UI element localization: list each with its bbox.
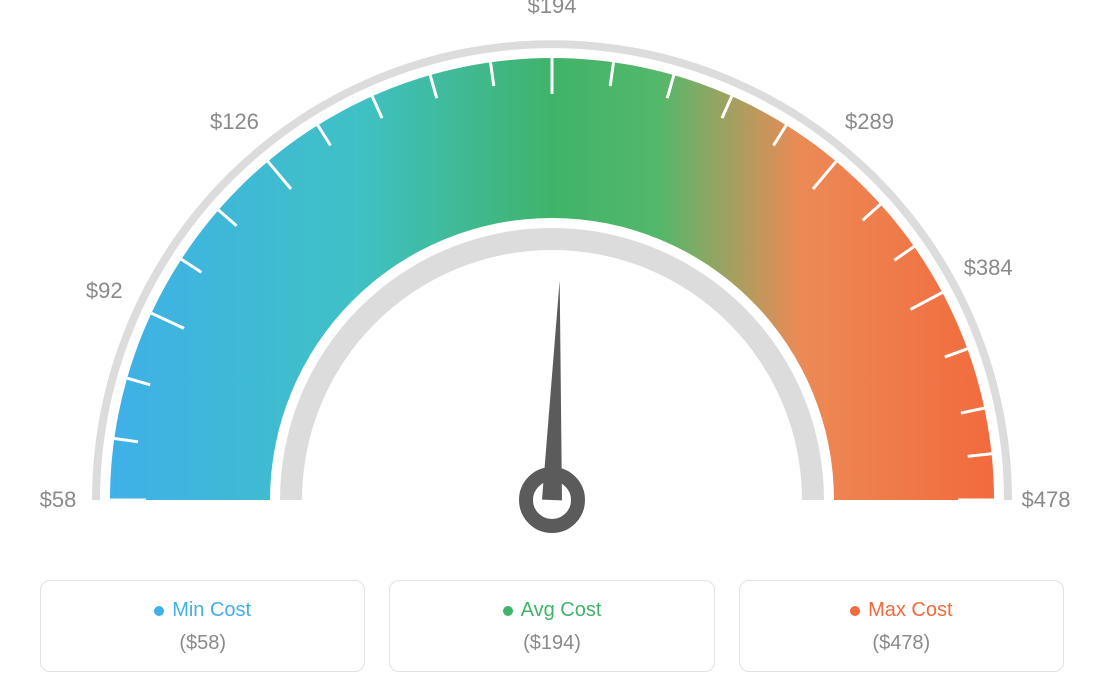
legend-dot-icon xyxy=(503,606,513,616)
legend-card: Avg Cost ($194) xyxy=(389,580,714,672)
tick-label: $58 xyxy=(40,487,77,513)
legend-title: Min Cost xyxy=(154,599,251,622)
legend-label: Avg Cost xyxy=(521,599,602,622)
legend-card: Max Cost ($478) xyxy=(739,580,1064,672)
tick-label: $289 xyxy=(845,109,894,135)
legend-title: Avg Cost xyxy=(503,599,602,622)
legend-dot-icon xyxy=(850,606,860,616)
legend-row: Min Cost ($58) Avg Cost ($194) Max Cost ($478… xyxy=(40,580,1064,672)
legend-dot-icon xyxy=(154,606,164,616)
legend-value: ($478) xyxy=(750,632,1053,655)
gauge-chart: $58 $92 $126 $194 $289 $384 $478 xyxy=(0,0,1104,570)
legend-card: Min Cost ($58) xyxy=(40,580,365,672)
legend-label: Max Cost xyxy=(868,599,952,622)
legend-value: ($58) xyxy=(51,632,354,655)
gauge-svg xyxy=(0,0,1104,570)
tick-label: $384 xyxy=(964,255,1013,281)
tick-label: $194 xyxy=(528,0,577,19)
legend-label: Min Cost xyxy=(172,599,251,622)
legend-value: ($194) xyxy=(400,632,703,655)
tick-label: $478 xyxy=(1022,487,1071,513)
legend-title: Max Cost xyxy=(850,599,952,622)
tick-label: $92 xyxy=(86,278,123,304)
tick-label: $126 xyxy=(210,109,259,135)
